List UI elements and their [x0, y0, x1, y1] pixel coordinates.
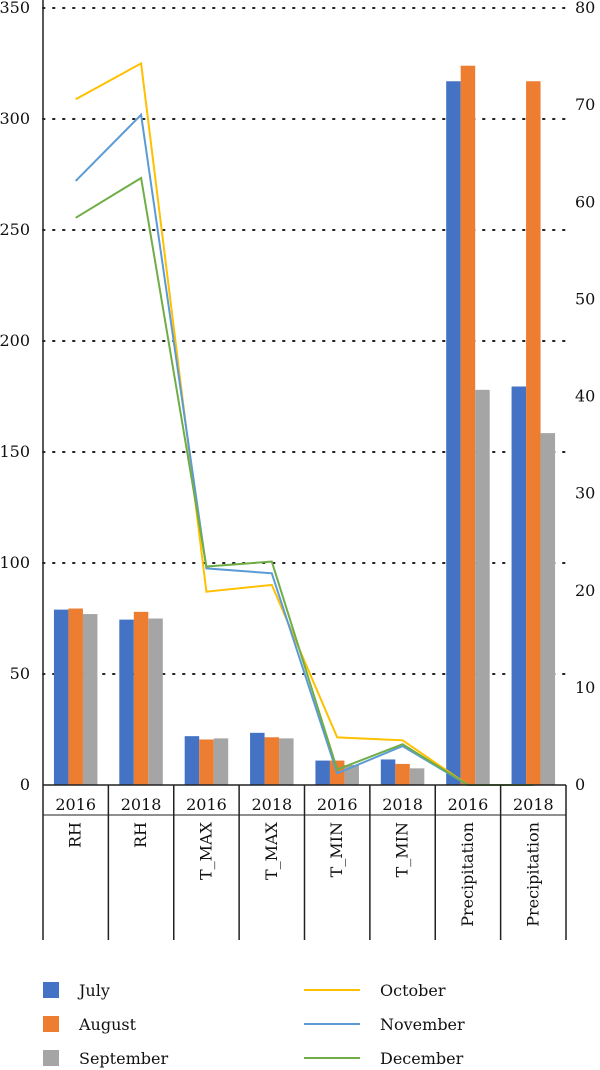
bar-august: [526, 81, 541, 785]
y-axis-right-ticks: 0 10 20 30 40 50 60 70 80: [575, 0, 595, 794]
category-year-label: 2018: [121, 795, 162, 814]
line-december: [75, 176, 534, 786]
bar-july: [184, 736, 200, 785]
axes: [42, 0, 567, 940]
y-left-tick-label: 250: [0, 220, 30, 239]
y-right-tick-label: 70: [575, 95, 595, 114]
bar-september: [344, 765, 359, 785]
y-right-tick-label: 10: [575, 678, 595, 697]
legend-label-july: July: [77, 981, 110, 1000]
bars: [53, 65, 556, 786]
bar-september: [213, 738, 229, 785]
category-variable-label: RH: [131, 822, 150, 848]
bar-august: [395, 763, 410, 785]
lines: [74, 61, 534, 786]
bar-august: [68, 608, 83, 785]
y-right-tick-label: 40: [575, 387, 595, 406]
category-year-label: 2016: [317, 795, 358, 814]
category-variable-label: T_MIN: [393, 822, 412, 877]
bar-august: [460, 65, 476, 786]
bar-july: [250, 732, 265, 785]
category-variable-label: T_MAX: [196, 821, 215, 880]
bar-august: [264, 737, 280, 785]
bar-august: [199, 739, 214, 785]
y-axis-left-ticks: 0 50 100 150 200 250 300 350: [0, 0, 30, 794]
bar-july: [511, 386, 527, 785]
legend-label-september: September: [79, 1049, 168, 1068]
bar-september: [475, 389, 490, 785]
bar-july: [119, 619, 134, 785]
bar-september: [279, 738, 294, 785]
category-year-label: 2016: [448, 795, 489, 814]
legend-swatch-august: [43, 1016, 59, 1032]
category-year-label: 2018: [382, 795, 423, 814]
category-variable-label: T_MIN: [327, 822, 346, 877]
y-left-tick-label: 0: [20, 775, 30, 794]
bar-july: [53, 609, 69, 785]
y-left-tick-label: 200: [0, 331, 30, 350]
legend-label-august: August: [78, 1015, 137, 1034]
category-year-label: 2018: [513, 795, 554, 814]
category-variable-label: Precipitation: [458, 822, 477, 927]
category-labels: 2016 RH 2018 RH 2016 T_MAX 2018 T_MAX 2016 T_MIN 2…: [55, 795, 553, 927]
category-variable-label: Precipitation: [523, 822, 542, 927]
category-variable-label: T_MAX: [262, 821, 281, 880]
bar-september: [409, 768, 425, 785]
category-year-label: 2018: [251, 795, 292, 814]
category-year-label: 2016: [55, 795, 96, 814]
y-right-tick-label: 0: [575, 775, 585, 794]
bar-september: [82, 614, 98, 785]
bar-august: [133, 611, 149, 785]
legend-label-november: November: [380, 1015, 465, 1034]
y-right-tick-label: 80: [575, 0, 595, 17]
bar-july: [380, 759, 396, 785]
y-right-tick-label: 60: [575, 192, 595, 211]
legend-swatch-july: [43, 982, 59, 998]
legend-label-october: October: [380, 981, 446, 1000]
bar-september: [148, 618, 163, 785]
y-right-tick-label: 30: [575, 484, 595, 503]
y-left-tick-label: 50: [10, 664, 30, 683]
y-left-tick-label: 300: [0, 109, 30, 128]
y-left-tick-label: 150: [0, 442, 30, 461]
legend: July August September October November Decemb…: [43, 981, 465, 1068]
legend-label-december: December: [380, 1049, 464, 1068]
bar-july: [315, 760, 330, 785]
y-right-tick-label: 20: [575, 581, 595, 600]
bar-july: [446, 81, 461, 785]
y-left-tick-label: 100: [0, 553, 30, 572]
bar-september: [540, 433, 556, 785]
y-right-tick-label: 50: [575, 289, 595, 308]
category-year-label: 2016: [186, 795, 227, 814]
legend-swatch-september: [43, 1050, 59, 1066]
y-left-tick-label: 350: [0, 0, 30, 17]
category-variable-label: RH: [66, 822, 85, 848]
